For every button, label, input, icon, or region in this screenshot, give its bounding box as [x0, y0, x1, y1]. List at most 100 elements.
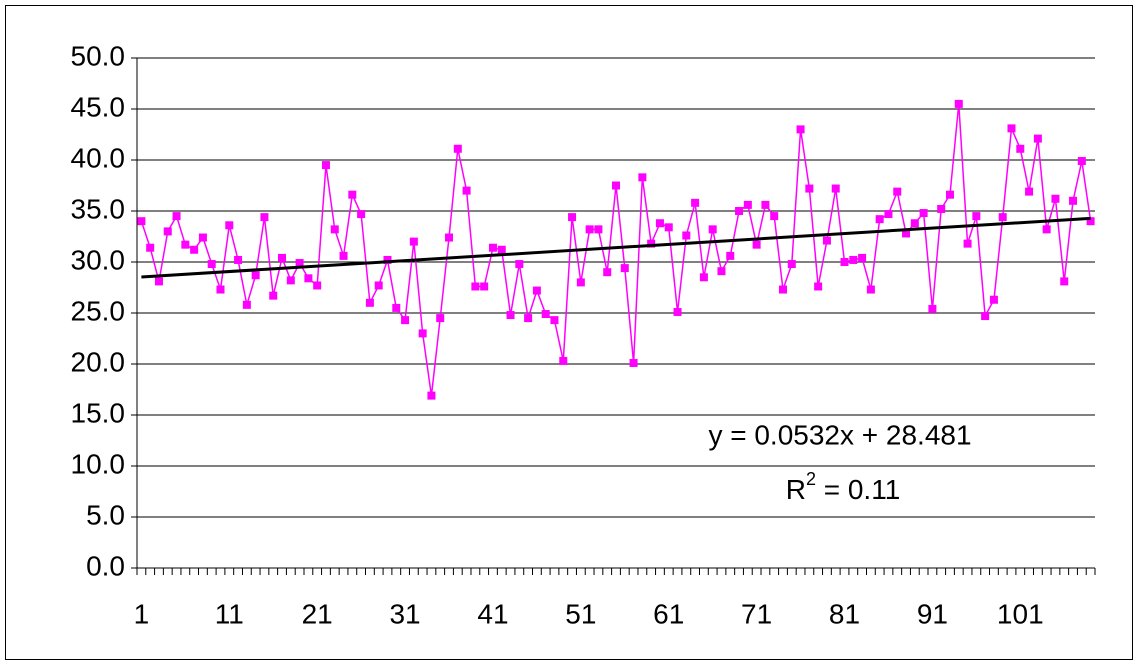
data-point [910, 219, 919, 228]
data-point [612, 181, 620, 190]
data-point [770, 212, 779, 221]
data-point [822, 236, 831, 245]
data-point [242, 300, 251, 309]
data-point [1086, 217, 1095, 226]
x-tick-label: 1 [134, 598, 150, 629]
data-point [664, 223, 673, 232]
data-point [172, 212, 181, 221]
data-point [831, 184, 840, 193]
data-point [1007, 124, 1016, 133]
data-point [787, 260, 796, 269]
data-point [945, 190, 954, 199]
data-point [1042, 225, 1051, 234]
data-point [603, 268, 612, 277]
data-point [409, 237, 418, 246]
data-point [357, 210, 366, 219]
data-point [190, 245, 199, 254]
data-point [154, 277, 163, 286]
r-squared: R2 = 0.11 [786, 469, 901, 506]
trendline [141, 216, 1091, 279]
data-point [1077, 157, 1086, 166]
data-point [506, 311, 515, 320]
data-point [524, 314, 533, 323]
data-point [726, 251, 735, 260]
data-point [295, 259, 304, 268]
data-point [453, 144, 462, 153]
data-point [234, 255, 243, 264]
data-point [954, 99, 963, 108]
data-point [647, 239, 656, 248]
data-point [198, 233, 207, 242]
y-tick-label: 30.0 [71, 244, 126, 275]
data-point [682, 231, 691, 240]
data-point [1051, 194, 1060, 203]
data-point [1060, 277, 1069, 286]
data-point [137, 217, 146, 226]
data-point [735, 207, 744, 215]
data-point [330, 225, 339, 234]
data-point [858, 253, 867, 262]
data-point [515, 260, 524, 269]
data-point [673, 307, 682, 316]
data-point [146, 243, 155, 252]
data-point [550, 316, 559, 325]
data-point [304, 274, 313, 283]
data-point [576, 278, 585, 287]
data-point [497, 245, 506, 254]
data-point [761, 200, 770, 209]
r-squared-sup: 2 [806, 469, 816, 489]
data-point [717, 267, 726, 276]
data-point [752, 240, 761, 249]
data-point [480, 282, 489, 291]
data-point [488, 243, 497, 252]
data-point [875, 215, 884, 224]
data-point [1016, 144, 1025, 153]
x-tick-label: 51 [565, 598, 596, 629]
data-point [392, 303, 401, 312]
data-point [778, 285, 787, 294]
data-point [269, 291, 278, 300]
data-point [691, 198, 700, 207]
data-point [884, 210, 893, 219]
data-point [374, 281, 383, 290]
data-point [225, 221, 234, 230]
data-point [796, 125, 805, 134]
y-tick-label: 45.0 [71, 91, 126, 122]
y-tick-label: 15.0 [71, 397, 126, 428]
data-point [541, 310, 550, 319]
data-point [321, 161, 330, 170]
data-point [928, 304, 937, 313]
data-point [418, 329, 427, 338]
data-point [163, 227, 172, 236]
trendline-equation: y = 0.0532x + 28.481 [708, 419, 971, 450]
data-point [902, 229, 911, 238]
x-tick-label: 21 [302, 598, 333, 629]
data-point [629, 358, 638, 367]
data-point [278, 253, 287, 262]
data-point [251, 271, 260, 280]
data-point [814, 282, 823, 291]
data-point [1025, 187, 1034, 196]
x-tick-label: 101 [997, 598, 1044, 629]
data-point [427, 391, 436, 400]
data-point [998, 213, 1007, 222]
data-point [348, 190, 357, 199]
data-point [1069, 196, 1078, 205]
x-tick-label: 11 [215, 598, 244, 629]
r-squared-base: R [786, 474, 806, 505]
y-tick-label: 40.0 [71, 142, 126, 173]
y-tick-label: 25.0 [71, 295, 126, 326]
data-point [638, 173, 647, 182]
data-point [445, 233, 454, 242]
data-point [436, 314, 445, 323]
x-tick-label: 71 [741, 598, 772, 629]
x-tick-label: 31 [389, 598, 420, 629]
data-point [743, 200, 752, 209]
data-point [365, 298, 374, 307]
data-point [893, 187, 902, 196]
x-tick-label: 61 [653, 598, 684, 629]
data-point [972, 212, 981, 221]
data-point [559, 356, 568, 365]
data-point [849, 255, 858, 264]
y-tick-label: 50.0 [71, 40, 126, 71]
